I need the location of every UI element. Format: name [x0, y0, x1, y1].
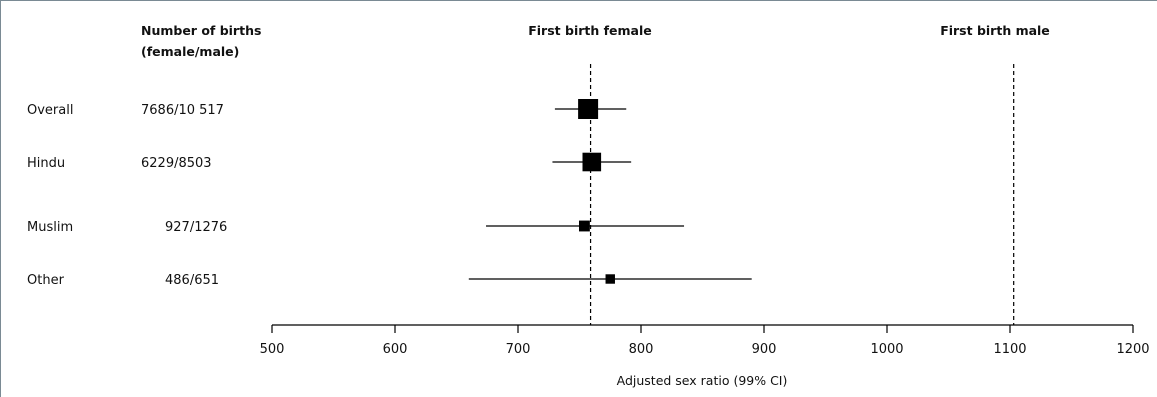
row-births-other: 486/651	[165, 273, 219, 288]
x-axis-title: Adjusted sex ratio (99% CI)	[617, 373, 788, 388]
row-births-muslim: 927/1276	[165, 220, 227, 235]
row-label-overall: Overall	[27, 103, 73, 118]
estimate-marker-hindu	[582, 152, 602, 172]
x-tick-label-500: 500	[260, 342, 285, 357]
x-tick-label-800: 800	[629, 342, 654, 357]
row-label-hindu: Hindu	[27, 156, 65, 171]
x-tick-label-700: 700	[506, 342, 531, 357]
female-header: First birth female	[528, 23, 652, 38]
births-header-line1: Number of births	[141, 23, 261, 38]
x-tick-label-1000: 1000	[870, 342, 903, 357]
estimate-marker-overall	[578, 99, 599, 119]
x-tick-label-1200: 1200	[1116, 342, 1149, 357]
x-tick-label-1100: 1100	[993, 342, 1026, 357]
x-tick-label-900: 900	[752, 342, 777, 357]
estimate-marker-other	[605, 274, 615, 284]
row-label-other: Other	[27, 273, 65, 288]
row-label-muslim: Muslim	[27, 220, 73, 235]
row-births-overall: 7686/10 517	[141, 103, 224, 118]
births-header-line2: (female/male)	[141, 44, 239, 59]
x-tick-label-600: 600	[383, 342, 408, 357]
plot-layer: 500 600 700 800 900 1000 1100 1200 Overall 7686/1…	[27, 64, 1150, 357]
row-births-hindu: 6229/8503	[141, 156, 212, 171]
estimate-marker-muslim	[578, 220, 590, 232]
male-header: First birth male	[940, 23, 1050, 38]
